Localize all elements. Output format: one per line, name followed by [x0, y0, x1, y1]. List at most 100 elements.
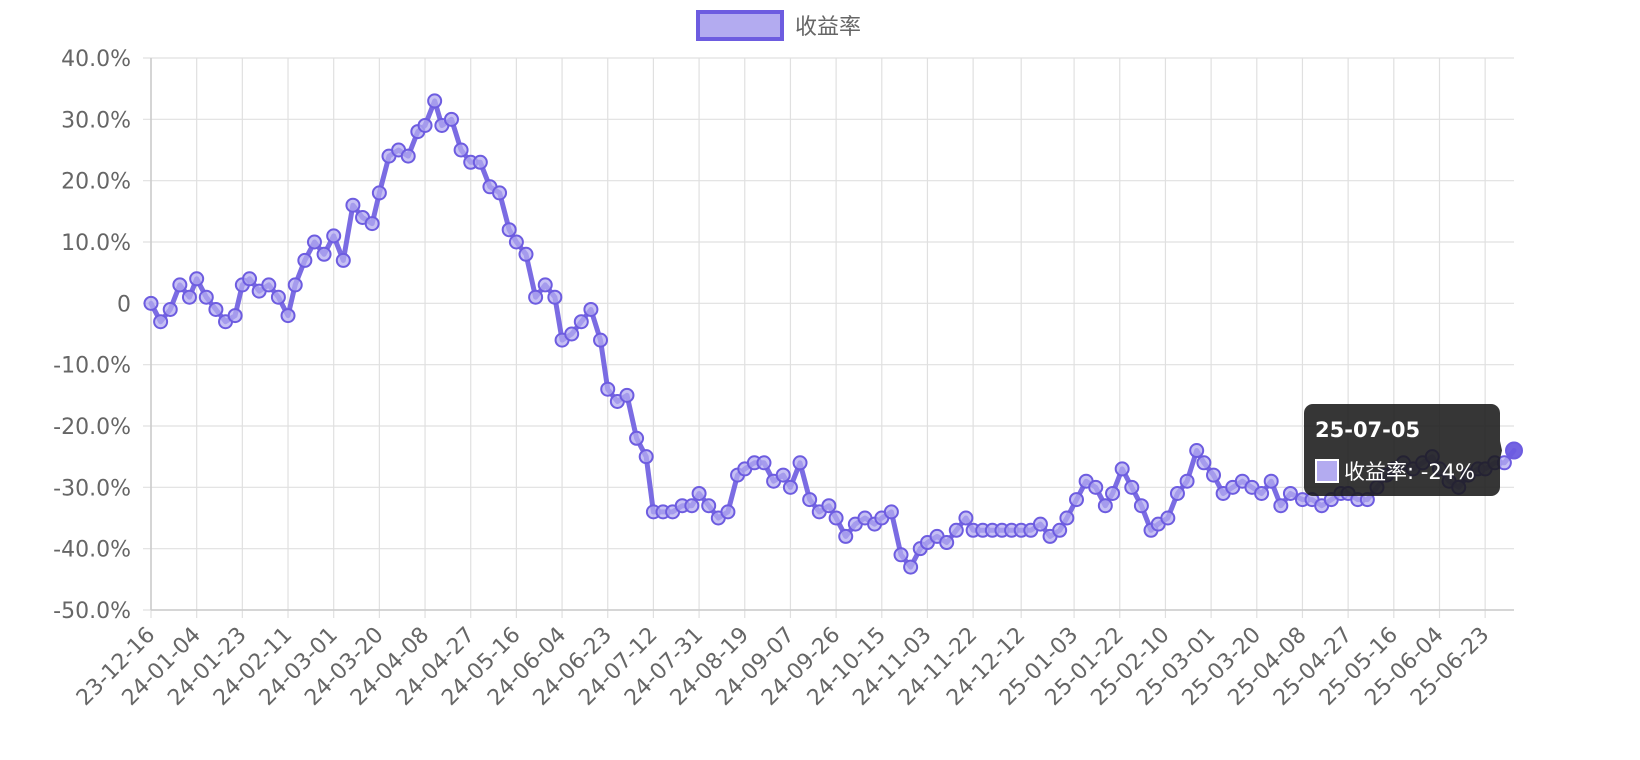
data-point	[345, 197, 361, 213]
y-tick-label: -20.0%	[53, 415, 131, 440]
data-point	[775, 467, 791, 483]
y-tick-label: 20.0%	[61, 170, 131, 195]
data-point	[472, 154, 488, 170]
data-point	[306, 234, 322, 250]
y-tick-label: 10.0%	[61, 231, 131, 256]
legend-swatch	[696, 10, 784, 41]
data-point	[547, 289, 563, 305]
data-point	[1059, 510, 1075, 526]
tooltip-title: 25-07-05	[1315, 418, 1420, 442]
tooltip-label: 收益率: -24%	[1344, 460, 1475, 484]
data-point	[198, 289, 214, 305]
data-point	[1068, 492, 1084, 508]
data-point	[821, 498, 837, 514]
tooltip: 25-07-05 收益率: -24%	[1304, 404, 1502, 496]
data-point	[242, 271, 258, 287]
grid	[143, 57, 1514, 618]
data-point	[619, 387, 635, 403]
data-point	[326, 228, 342, 244]
data-point	[893, 547, 909, 563]
data-point	[564, 326, 580, 342]
data-point	[443, 111, 459, 127]
data-point	[453, 142, 469, 158]
y-axis: 40.0% 30.0% 20.0% 10.0% 0 -10.0% -20.0% -30.0% -…	[53, 47, 152, 624]
data-point	[492, 185, 508, 201]
data-point	[143, 295, 159, 311]
data-point	[883, 504, 899, 520]
y-tick-label: 40.0%	[61, 47, 131, 72]
data-point	[400, 148, 416, 164]
data-point	[1263, 473, 1279, 489]
data-point	[316, 246, 332, 262]
highlighted-data-point	[1505, 441, 1523, 460]
data-point	[782, 479, 798, 495]
data-point	[208, 301, 224, 317]
data-point	[1097, 498, 1113, 514]
data-point	[1189, 443, 1205, 459]
data-point	[1124, 479, 1140, 495]
tooltip-caret	[1500, 441, 1502, 459]
data-point	[583, 301, 599, 317]
data-point	[958, 510, 974, 526]
data-point	[691, 485, 707, 501]
data-point	[629, 430, 645, 446]
data-point	[802, 492, 818, 508]
data-point	[903, 559, 919, 575]
data-point	[371, 185, 387, 201]
legend[interactable]: 收益率	[696, 10, 861, 41]
tooltip-swatch	[1315, 459, 1339, 483]
data-point	[280, 308, 296, 324]
data-point	[427, 93, 443, 109]
data-point	[335, 252, 351, 268]
data-point	[638, 449, 654, 465]
data-point	[364, 216, 380, 232]
data-point	[528, 289, 544, 305]
data-point	[939, 535, 955, 551]
data-point	[684, 498, 700, 514]
y-tick-label: -40.0%	[53, 538, 131, 563]
data-point	[1196, 455, 1212, 471]
y-tick-label: 30.0%	[61, 108, 131, 133]
data-point	[1282, 485, 1298, 501]
data-point	[828, 510, 844, 526]
tooltip-box	[1304, 404, 1500, 496]
data-point	[537, 277, 553, 293]
series-layer	[143, 93, 1523, 575]
data-point	[508, 234, 524, 250]
y-tick-label: -10.0%	[53, 354, 131, 379]
data-point	[600, 381, 616, 397]
data-point	[189, 271, 205, 287]
data-point	[227, 308, 243, 324]
data-point	[1088, 479, 1104, 495]
data-point	[153, 314, 169, 330]
data-point	[287, 277, 303, 293]
x-axis: 23-12-1624-01-0424-01-2324-02-1124-03-01…	[72, 609, 1514, 711]
data-point	[261, 277, 277, 293]
data-point	[1169, 485, 1185, 501]
data-point	[297, 252, 313, 268]
y-tick-label: 0	[117, 292, 131, 317]
data-point	[181, 289, 197, 305]
data-point	[172, 277, 188, 293]
data-point	[593, 332, 609, 348]
data-point	[756, 455, 772, 471]
data-point	[1160, 510, 1176, 526]
data-point	[501, 222, 517, 238]
data-point	[417, 117, 433, 133]
data-point	[573, 314, 589, 330]
data-point	[701, 498, 717, 514]
data-point	[162, 301, 178, 317]
data-point	[1032, 516, 1048, 532]
data-point	[720, 504, 736, 520]
data-point	[1114, 461, 1130, 477]
legend-label: 收益率	[795, 15, 861, 40]
data-point	[518, 246, 534, 262]
y-tick-label: -30.0%	[53, 476, 131, 501]
y-tick-label: -50.0%	[53, 599, 131, 624]
data-point	[1105, 485, 1121, 501]
data-point	[792, 455, 808, 471]
data-point	[1254, 485, 1270, 501]
data-point	[270, 289, 286, 305]
